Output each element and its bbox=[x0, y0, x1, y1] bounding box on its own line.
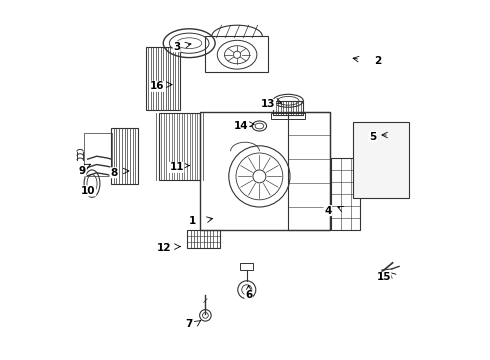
Bar bbox=[111, 128, 138, 184]
Bar bbox=[187, 230, 220, 248]
Text: 10: 10 bbox=[81, 186, 96, 196]
Text: 4: 4 bbox=[324, 206, 332, 216]
Text: 7: 7 bbox=[186, 319, 193, 329]
Bar bbox=[159, 113, 200, 180]
Bar bbox=[331, 158, 360, 230]
Text: 8: 8 bbox=[110, 168, 117, 178]
Text: 14: 14 bbox=[234, 121, 249, 131]
Text: 2: 2 bbox=[374, 56, 382, 66]
Text: 1: 1 bbox=[189, 216, 196, 226]
Bar bbox=[146, 47, 180, 110]
Bar bbox=[205, 36, 269, 72]
Bar bbox=[200, 112, 330, 230]
Bar bbox=[288, 112, 330, 230]
Bar bbox=[271, 113, 305, 119]
Bar bbox=[84, 133, 112, 176]
Text: 13: 13 bbox=[261, 99, 276, 109]
Text: 5: 5 bbox=[369, 132, 376, 142]
Text: 3: 3 bbox=[173, 42, 180, 52]
Bar bbox=[240, 263, 253, 270]
Bar bbox=[353, 122, 409, 198]
Text: 12: 12 bbox=[157, 243, 171, 253]
Text: 9: 9 bbox=[79, 166, 86, 176]
Text: 11: 11 bbox=[170, 162, 184, 172]
Text: 15: 15 bbox=[376, 272, 391, 282]
Bar bbox=[273, 101, 303, 115]
Text: 6: 6 bbox=[245, 290, 252, 300]
Text: 16: 16 bbox=[149, 81, 164, 91]
